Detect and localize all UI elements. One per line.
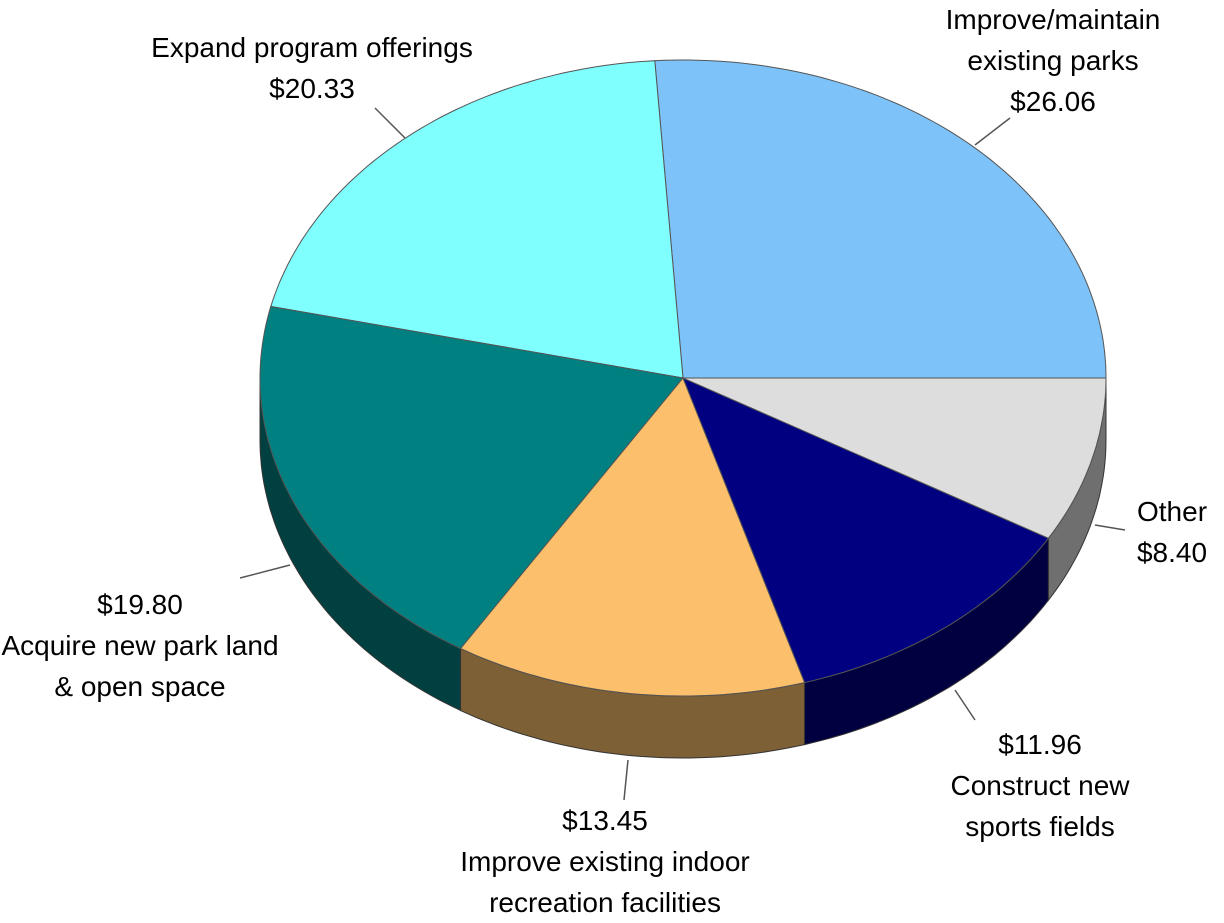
leader-line	[1094, 524, 1126, 531]
slice-label: $11.96 Construct new sports fields	[920, 724, 1160, 847]
value-label: $19.80	[97, 589, 183, 620]
slice-label: Expand program offerings $20.33	[102, 27, 522, 109]
category-label: Improve/maintain existing parks	[945, 4, 1161, 76]
category-label: Acquire new park land & open space	[1, 630, 279, 702]
category-label: Expand program offerings	[151, 32, 473, 63]
slice	[654, 59, 1107, 379]
slice	[259, 305, 684, 650]
category-label: Improve existing indoor recreation facil…	[460, 846, 750, 918]
category-label: Construct new sports fields	[950, 770, 1130, 842]
leader-line	[374, 107, 406, 139]
slice	[459, 377, 806, 697]
slice-label: Improve/maintain existing parks $26.06	[923, 0, 1183, 122]
value-label: $20.33	[269, 73, 355, 104]
value-label: $11.96	[998, 729, 1082, 760]
slice	[682, 377, 1107, 539]
slice-label: $19.80 Acquire new park land & open space	[0, 584, 285, 707]
leader-line	[623, 759, 629, 801]
category-label: Other	[1136, 496, 1208, 527]
leader-line	[954, 689, 976, 721]
value-label: $26.06	[1010, 86, 1096, 117]
slice-label: $13.45 Improve existing indoor recreation…	[415, 800, 795, 923]
slice	[682, 377, 1050, 684]
value-label: $8.40	[1136, 537, 1208, 568]
leader-line	[239, 564, 291, 579]
value-label: $13.45	[562, 805, 648, 836]
slice	[270, 60, 684, 379]
slice-label: Other $8.40	[1122, 491, 1222, 573]
leader-line	[974, 117, 1011, 146]
